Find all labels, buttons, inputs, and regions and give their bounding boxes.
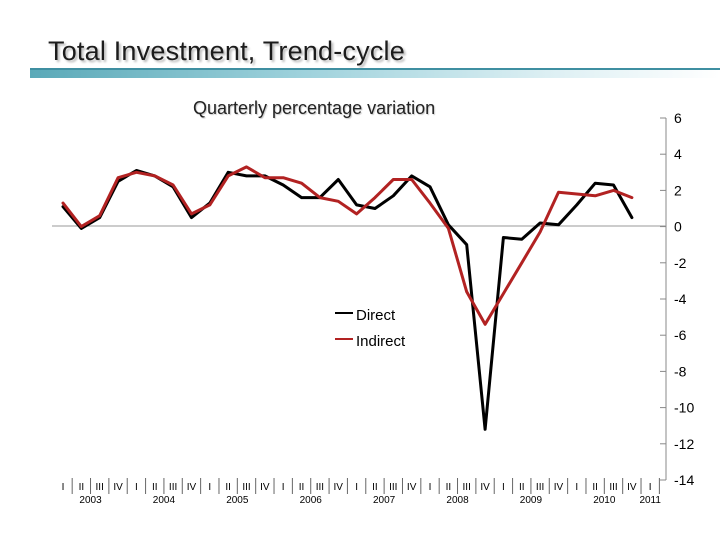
x-quarter-label: I	[502, 482, 505, 493]
x-year-label: 2005	[226, 495, 249, 506]
x-quarter-label: I	[429, 482, 432, 493]
y-tick-label: 6	[674, 110, 682, 126]
x-quarter-label: III	[389, 482, 397, 493]
x-quarter-label: IV	[627, 482, 637, 493]
chart-title: Quarterly percentage variation	[193, 98, 436, 118]
y-tick-label: -14	[674, 472, 694, 488]
x-quarter-label: I	[62, 482, 65, 493]
title-underline-bar	[30, 68, 720, 78]
x-year-label: 2004	[153, 495, 176, 506]
x-quarter-label: IV	[407, 482, 417, 493]
x-quarter-label: III	[96, 482, 104, 493]
x-quarter-label: III	[169, 482, 177, 493]
x-quarter-label: II	[519, 482, 525, 493]
x-year-label: 2011	[639, 495, 661, 506]
x-quarter-label: II	[372, 482, 378, 493]
y-tick-label: -4	[674, 291, 687, 307]
x-quarter-label: III	[609, 482, 617, 493]
legend-label: Indirect	[356, 333, 406, 350]
x-quarter-label: III	[536, 482, 544, 493]
x-quarter-label: II	[225, 482, 231, 493]
y-tick-label: -2	[674, 255, 687, 271]
x-quarter-label: III	[463, 482, 471, 493]
slide-title: Total Investment, Trend-cycle	[48, 36, 405, 66]
x-quarter-label: III	[242, 482, 250, 493]
legend-label: Direct	[356, 307, 396, 324]
x-quarter-label: IV	[334, 482, 344, 493]
x-year-label: 2007	[373, 495, 396, 506]
y-tick-label: 2	[674, 182, 682, 198]
y-tick-label: 0	[674, 219, 682, 235]
x-quarter-label: II	[299, 482, 305, 493]
x-quarter-label: I	[135, 482, 138, 493]
x-quarter-label: III	[316, 482, 324, 493]
x-year-label: 2003	[79, 495, 102, 506]
x-quarter-label: II	[152, 482, 158, 493]
x-quarter-label: IV	[187, 482, 197, 493]
x-quarter-label: I	[649, 482, 652, 493]
x-quarter-label: II	[446, 482, 452, 493]
x-quarter-label: I	[208, 482, 211, 493]
y-axis-ticks: 6 4 2 0 -2 -4 -6 -8 -10 -12 -14	[660, 110, 694, 488]
series-group	[61, 165, 634, 431]
y-tick-label: -8	[674, 363, 687, 379]
series-line-indirect	[61, 165, 634, 326]
x-quarter-label: IV	[113, 482, 123, 493]
x-year-label: 2009	[520, 495, 543, 506]
x-quarter-label: II	[79, 482, 85, 493]
x-quarter-label: II	[592, 482, 598, 493]
x-quarter-label: I	[355, 482, 358, 493]
x-quarter-label: I	[282, 482, 285, 493]
x-year-label: 2008	[446, 495, 469, 506]
x-quarter-label: IV	[480, 482, 490, 493]
y-tick-label: -12	[674, 436, 694, 452]
legend: Direct Indirect	[335, 307, 406, 350]
y-tick-label: 4	[674, 146, 682, 162]
x-quarter-label: IV	[554, 482, 564, 493]
x-quarter-label: IV	[260, 482, 270, 493]
x-axis: I II III IV I II III IV I II III IV I II III IV I II III IV…	[62, 478, 661, 506]
x-year-label: 2006	[300, 495, 323, 506]
x-quarter-label: I	[575, 482, 578, 493]
y-tick-label: -6	[674, 327, 687, 343]
x-year-label: 2010	[593, 495, 616, 506]
y-tick-label: -10	[674, 400, 694, 416]
